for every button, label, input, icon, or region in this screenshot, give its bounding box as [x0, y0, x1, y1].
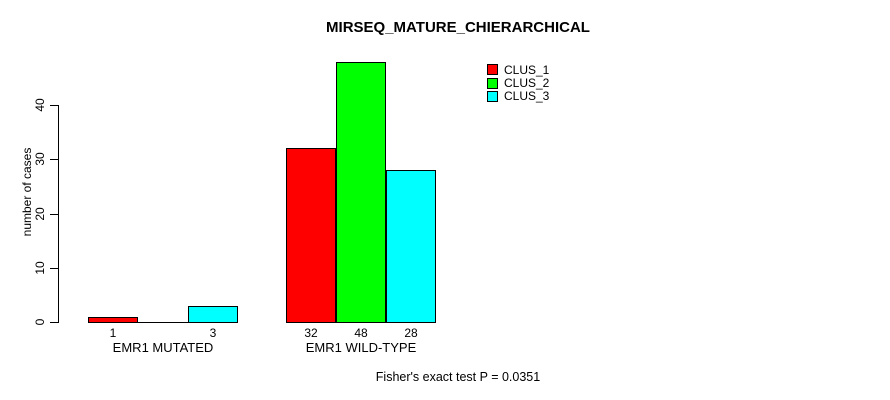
legend-item: CLUS_1 — [487, 63, 549, 76]
legend: CLUS_1 CLUS_2 CLUS_3 — [487, 63, 549, 103]
legend-swatch-icon — [487, 77, 498, 89]
y-axis-tick-label: 0 — [33, 318, 47, 326]
y-axis-line — [58, 105, 59, 323]
bar-clus_1 — [88, 316, 138, 323]
y-axis-tick-label: 10 — [33, 261, 47, 275]
y-axis-label: number of cases — [20, 147, 34, 237]
y-axis-tick-label: 20 — [33, 206, 47, 221]
group-baseline — [88, 322, 238, 323]
legend-label: CLUS_1 — [504, 62, 550, 77]
group-label: EMR1 WILD-TYPE — [305, 340, 417, 355]
y-axis-tick-label: 40 — [33, 98, 47, 112]
bar-value-label: 1 — [109, 326, 117, 340]
y-axis-tick-label: 30 — [33, 152, 47, 166]
legend-label: CLUS_2 — [504, 76, 550, 91]
chart-title: MIRSEQ_MATURE_CHIERARCHICAL — [326, 19, 590, 36]
bar-value-label: 3 — [209, 326, 217, 340]
bar-value-label: 28 — [404, 326, 418, 340]
bar-clus_2 — [336, 61, 386, 323]
bar-clus_3 — [386, 170, 436, 323]
bar-clus_1 — [286, 148, 336, 323]
y-axis-tick — [50, 267, 58, 269]
legend-item: CLUS_2 — [487, 76, 549, 89]
y-axis-tick — [50, 159, 58, 161]
legend-swatch-icon — [487, 64, 498, 76]
legend-item: CLUS_3 — [487, 90, 549, 103]
bar-clus_3 — [188, 305, 238, 323]
bar-value-label: 48 — [354, 326, 368, 340]
y-axis-tick — [50, 213, 58, 215]
bar-value-label: 32 — [304, 326, 318, 340]
y-axis-tick — [50, 105, 58, 106]
group-label: EMR1 MUTATED — [112, 340, 214, 355]
legend-label: CLUS_3 — [504, 89, 550, 104]
y-axis-tick — [50, 322, 58, 323]
fisher-test-annotation: Fisher's exact test P = 0.0351 — [375, 370, 541, 384]
legend-swatch-icon — [487, 90, 498, 102]
